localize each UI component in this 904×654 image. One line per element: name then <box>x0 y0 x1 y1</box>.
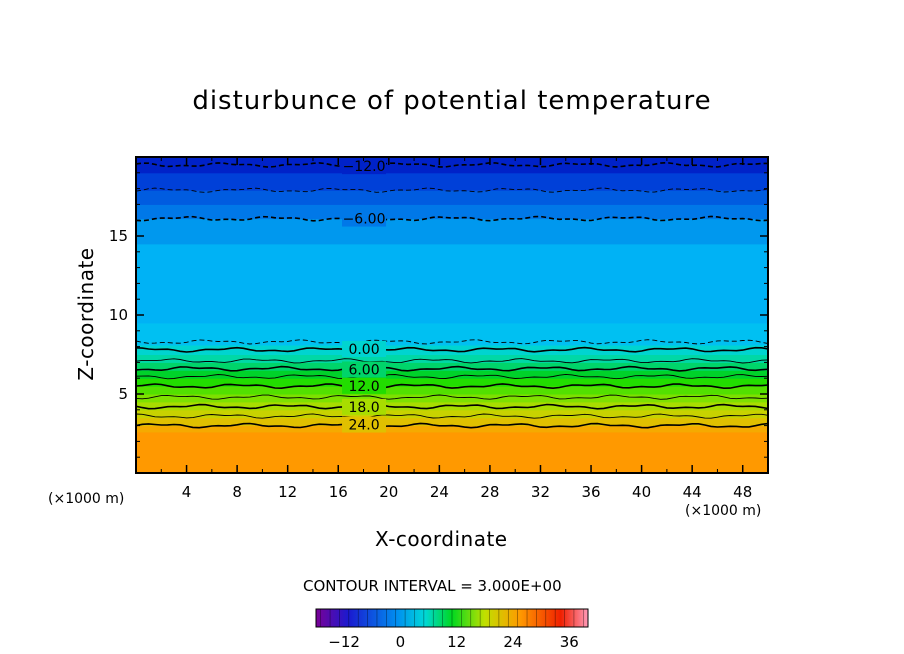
heatmap-band <box>136 385 768 395</box>
contour-labels: 24.0 18.0 12.06.00 0.00 −6.00 −12.0 <box>342 158 387 434</box>
x-tick-label: 28 <box>480 483 499 501</box>
colorbar-tick-label: 0 <box>396 633 406 651</box>
heatmap-band <box>136 393 768 403</box>
contour-label-bg <box>342 210 387 227</box>
contour-line <box>136 373 768 380</box>
contour-line <box>136 403 768 410</box>
heatmap-band <box>136 431 768 473</box>
contour-label: −12.0 <box>343 159 386 175</box>
x-tick-label: 20 <box>379 483 398 501</box>
heatmap-band <box>136 243 768 324</box>
contour-line <box>136 346 768 353</box>
contour-interval-label: CONTOUR INTERVAL = 3.000E+00 <box>303 577 562 595</box>
heatmap-band <box>136 377 768 387</box>
chart-title: disturbunce of potential temperature <box>192 86 712 116</box>
contour-label-bg <box>342 340 387 357</box>
contour-line <box>136 413 768 419</box>
heatmap-band <box>136 157 768 174</box>
y-tick-label: 5 <box>118 385 128 403</box>
heatmap-band <box>136 218 768 245</box>
contour-label-bg <box>342 361 387 378</box>
heatmap-band <box>136 425 768 433</box>
heatmap-band <box>136 409 768 419</box>
y-axis-label: Z-coordinate <box>74 247 98 381</box>
x-unit-label-right: (×1000 m) <box>685 503 762 519</box>
colorbar-tick-label: −12 <box>328 633 360 651</box>
x-tick-label: 48 <box>733 483 752 501</box>
y-tick-label: 15 <box>109 227 128 245</box>
contour-line <box>136 365 768 372</box>
x-axis-label: X-coordinate <box>375 527 508 551</box>
contour-label: 24.0 <box>348 418 379 434</box>
colorbar-tick-label: 12 <box>447 633 466 651</box>
x-unit-label-left: (×1000 m) <box>48 491 125 507</box>
contour-label: −6.00 <box>343 212 386 228</box>
heatmap-band <box>136 189 768 205</box>
contour-line <box>136 187 768 193</box>
colorbar: −12 0 12 24 36 <box>315 608 589 651</box>
contour-label-bg <box>342 398 387 415</box>
contour-line <box>136 383 768 390</box>
y-tick-label: 10 <box>109 306 128 324</box>
x-tick-label: 8 <box>232 483 242 501</box>
contour-label: 6.00 <box>348 362 379 378</box>
contour-lines <box>136 161 768 429</box>
heatmap-band <box>136 172 768 191</box>
x-tick-label: 32 <box>531 483 550 501</box>
x-tick-label: 12 <box>278 483 297 501</box>
colorbar-tick-label: 24 <box>503 633 522 651</box>
contour-label-bg <box>342 377 387 394</box>
colorbar-tick-label: 36 <box>560 633 579 651</box>
heatmap-band <box>136 354 768 363</box>
contour-label-bg <box>342 416 387 433</box>
heatmap-band <box>136 344 768 355</box>
contour-line <box>136 394 768 400</box>
contour-line <box>136 161 768 168</box>
x-tick-label: 16 <box>329 483 348 501</box>
heatmap-bands <box>136 157 768 473</box>
contour-line <box>136 339 768 345</box>
x-tick-label: 44 <box>683 483 702 501</box>
contour-label: 18.0 <box>348 400 379 416</box>
contour-line <box>136 215 768 222</box>
x-tick-label: 36 <box>581 483 600 501</box>
heatmap-band <box>136 322 768 346</box>
heatmap-band <box>136 203 768 220</box>
contour-line <box>136 422 768 429</box>
heatmap-band <box>136 369 768 379</box>
contour-label: 0.00 <box>348 342 379 358</box>
heatmap-band <box>136 417 768 427</box>
x-tick-label: 4 <box>182 483 192 501</box>
contour-label-bg <box>342 158 387 175</box>
x-tick-label: 40 <box>632 483 651 501</box>
contour-line <box>136 358 768 364</box>
x-tick-label: 24 <box>430 483 449 501</box>
contour-label: 12.0 <box>348 379 379 395</box>
